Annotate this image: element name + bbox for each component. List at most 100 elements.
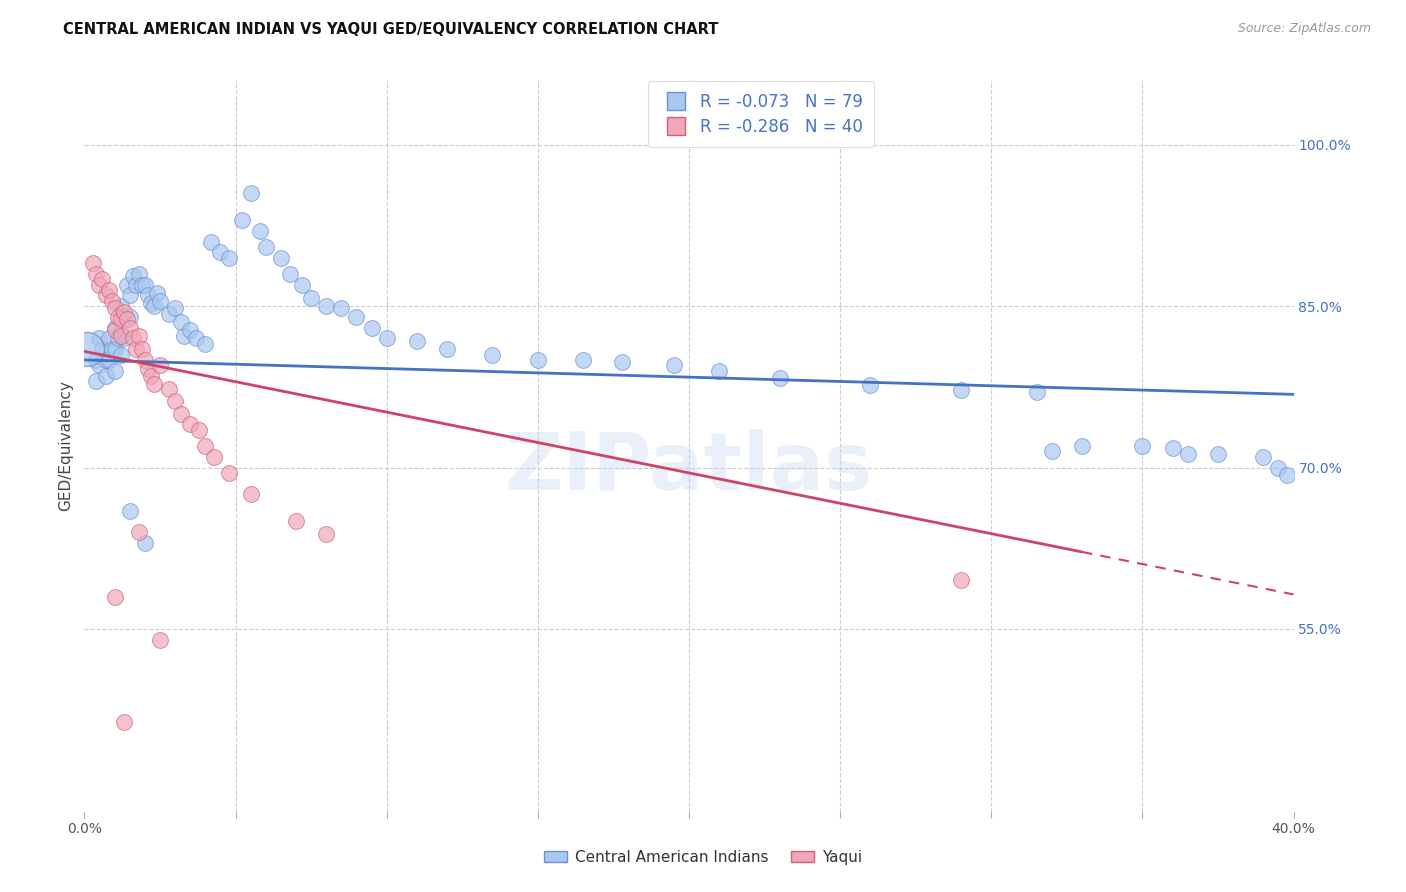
Legend: Central American Indians, Yaqui: Central American Indians, Yaqui [538, 844, 868, 871]
Point [104, 342, 127, 356]
Point [157, 307, 180, 321]
Point [86, 267, 108, 281]
Point [1040, 444, 1063, 458]
Point [527, 353, 550, 368]
Point [194, 439, 217, 453]
Point [104, 323, 127, 337]
Point [118, 288, 141, 302]
Point [149, 293, 172, 308]
Point [200, 235, 222, 249]
Point [165, 393, 187, 408]
Point [194, 336, 217, 351]
Point [100, 342, 122, 356]
Point [709, 364, 731, 378]
Point [662, 359, 685, 373]
Point [94, 353, 117, 368]
Point [104, 320, 127, 334]
Point [112, 715, 135, 730]
Point [91, 272, 114, 286]
Point [112, 310, 135, 324]
Point [231, 213, 253, 227]
Point [950, 574, 973, 588]
Point [149, 359, 172, 373]
Point [110, 329, 132, 343]
Y-axis label: GED/Equivalency: GED/Equivalency [58, 381, 73, 511]
Point [1253, 450, 1275, 464]
Point [94, 369, 117, 384]
Point [104, 590, 127, 604]
Point [218, 251, 240, 265]
Point [149, 632, 172, 647]
Point [128, 524, 150, 539]
Point [128, 329, 150, 343]
Point [249, 224, 271, 238]
Point [128, 267, 150, 281]
Point [139, 296, 162, 310]
Point [76, 342, 98, 356]
Point [131, 342, 153, 356]
Point [165, 301, 187, 316]
Point [89, 331, 111, 345]
Point [1071, 439, 1094, 453]
Point [110, 326, 132, 340]
Text: CENTRAL AMERICAN INDIAN VS YAQUI GED/EQUIVALENCY CORRELATION CHART: CENTRAL AMERICAN INDIAN VS YAQUI GED/EQU… [63, 22, 718, 37]
Point [125, 342, 148, 356]
Point [125, 277, 148, 292]
Point [97, 331, 120, 345]
Point [186, 331, 208, 345]
Point [134, 277, 156, 292]
Point [91, 342, 114, 356]
Point [315, 299, 337, 313]
Point [136, 361, 159, 376]
Point [94, 288, 117, 302]
Point [315, 527, 337, 541]
Point [1177, 446, 1199, 460]
Text: Source: ZipAtlas.com: Source: ZipAtlas.com [1237, 22, 1371, 36]
Point [134, 536, 156, 550]
Point [173, 329, 195, 343]
Point [170, 315, 193, 329]
Point [86, 375, 108, 389]
Point [82, 256, 104, 270]
Point [285, 514, 308, 528]
Point [112, 304, 135, 318]
Point [950, 383, 973, 397]
Point [157, 382, 180, 396]
Point [239, 487, 262, 501]
Point [481, 347, 503, 362]
Point [121, 331, 143, 345]
Point [112, 331, 135, 345]
Point [270, 251, 292, 265]
Point [1277, 468, 1299, 483]
Point [131, 277, 153, 292]
Point [97, 353, 120, 368]
Point [436, 342, 458, 356]
Point [107, 331, 129, 345]
Point [97, 283, 120, 297]
Point [769, 371, 792, 385]
Point [330, 301, 353, 316]
Point [142, 299, 165, 313]
Point [291, 277, 314, 292]
Point [209, 245, 232, 260]
Point [118, 320, 141, 334]
Point [86, 353, 108, 368]
Point [1267, 460, 1289, 475]
Point [1025, 385, 1047, 400]
Point [136, 288, 159, 302]
Point [170, 407, 193, 421]
Text: ZIPatlas: ZIPatlas [505, 429, 873, 507]
Point [110, 312, 132, 326]
Point [202, 450, 225, 464]
Point [346, 310, 368, 324]
Point [1161, 441, 1184, 455]
Point [572, 353, 595, 368]
Point [278, 267, 301, 281]
Point [254, 240, 277, 254]
Legend: R = -0.073   N = 79, R = -0.286   N = 40: R = -0.073 N = 79, R = -0.286 N = 40 [648, 81, 875, 147]
Point [115, 277, 138, 292]
Point [188, 423, 211, 437]
Point [142, 376, 165, 391]
Point [375, 331, 398, 345]
Point [104, 301, 127, 316]
